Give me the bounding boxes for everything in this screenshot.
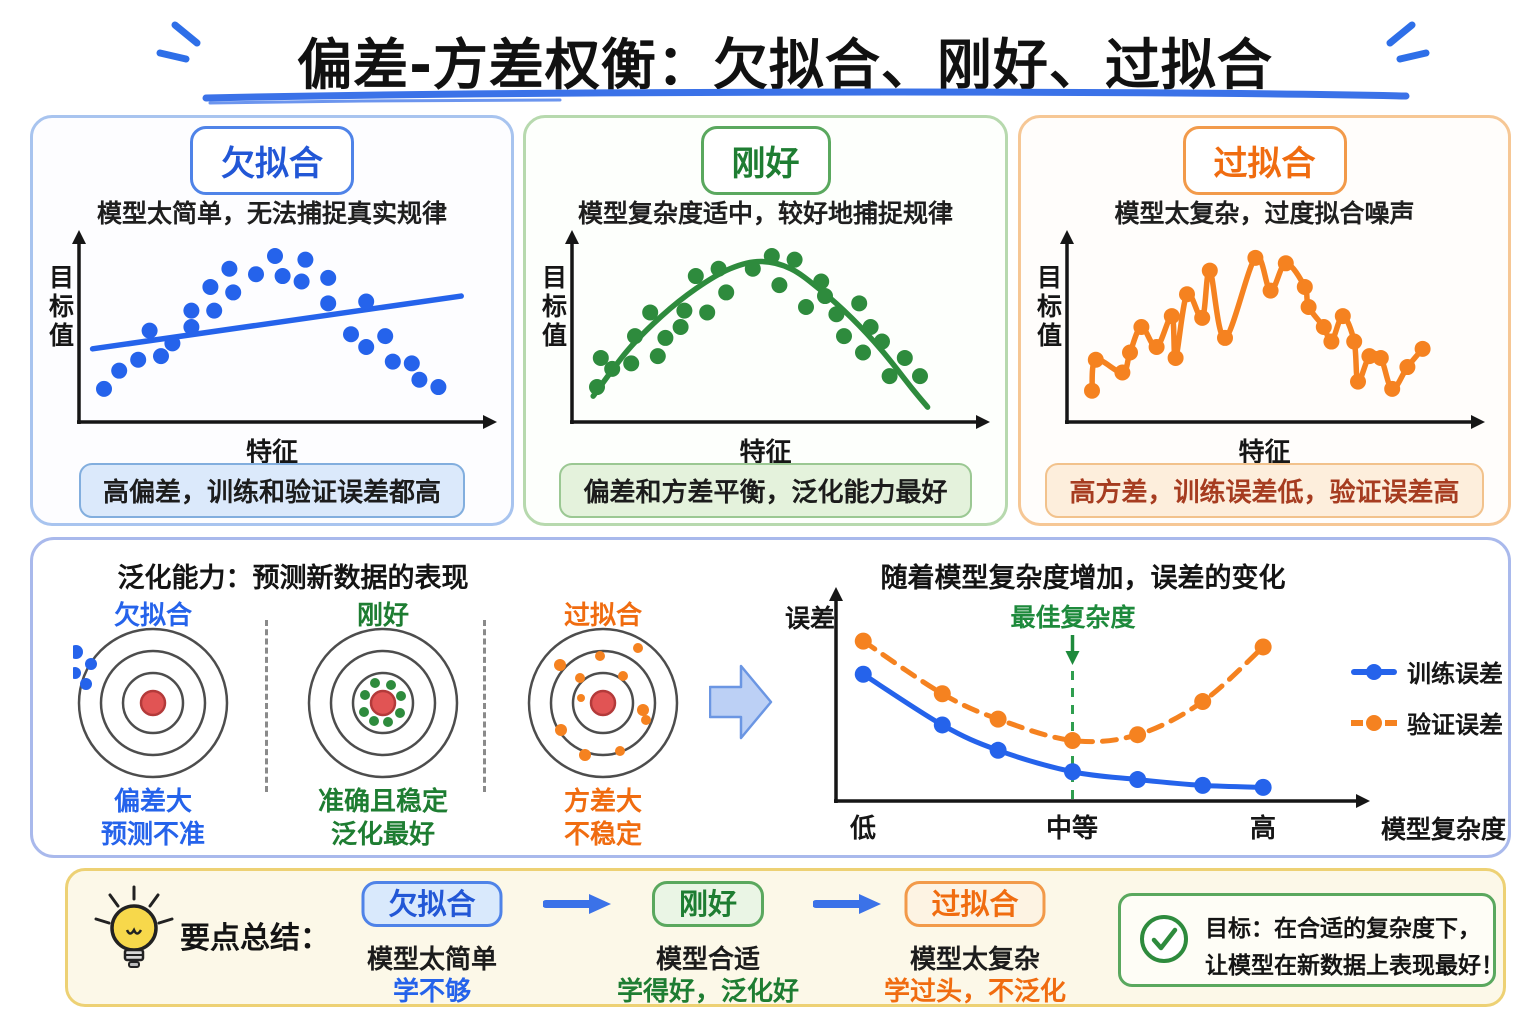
caption-box: 偏差和方差平衡，泛化能力最好 xyxy=(559,463,972,518)
summary-line1: 模型太复杂 xyxy=(909,945,1041,975)
target-diagram-justright xyxy=(307,627,459,779)
arrow-right-icon xyxy=(543,894,611,914)
summary-line2: 学过头，不泛化 xyxy=(883,977,1067,1007)
separator xyxy=(265,620,268,792)
error-y-axis-label: 误差 xyxy=(785,604,836,633)
title-decoration-left-icon xyxy=(156,21,201,63)
panel-underfit: 欠拟合 模型太简单，无法捕捉真实规律 目标值 特征 高偏差，训练和验证误差都高 xyxy=(30,115,514,526)
optimal-complexity-annotation: 最佳复杂度 xyxy=(1010,603,1136,632)
y-axis-label: 目标值 xyxy=(1037,263,1063,350)
title-decoration-right-icon xyxy=(1386,21,1430,63)
panel-justright: 刚好 模型复杂度适中，较好地捕捉规律 目标值 特征 偏差和方差平衡，泛化能力最好 xyxy=(523,115,1008,526)
summary-line2: 学得好，泛化好 xyxy=(616,977,800,1007)
generalization-title: 泛化能力：预测新数据的表现 xyxy=(117,563,469,594)
target-caption-overfit: 方差大 不稳定 xyxy=(563,787,642,850)
summary-pill: 刚好 xyxy=(651,881,765,927)
summary-panel: 要点总结： 欠拟合 模型太简单 学不够 刚好 模型合适 学得好，泛化好 过拟合 … xyxy=(65,868,1506,1007)
chart-legend: 训练误差 验证误差 xyxy=(1351,654,1503,756)
legend-label: 训练误差 xyxy=(1407,660,1503,688)
target-label-justright: 刚好 xyxy=(356,601,409,631)
generalization-panel: 泛化能力：预测新数据的表现 欠拟合 刚好 过拟合 偏差大 预测不准 准确且稳定 … xyxy=(30,537,1511,858)
legend-item-train: 训练误差 xyxy=(1351,654,1503,689)
panel-subtitle: 模型复杂度适中，较好地捕捉规律 xyxy=(577,199,953,228)
big-arrow-right-icon xyxy=(709,664,773,740)
error-line-chart xyxy=(829,587,1370,808)
lightbulb-icon xyxy=(94,885,174,968)
goal-line2: 让模型在新数据上表现最好！ xyxy=(1205,953,1504,979)
target-diagram-overfit xyxy=(527,627,679,779)
legend-item-validation: 验证误差 xyxy=(1351,705,1503,740)
legend-label: 验证误差 xyxy=(1407,711,1503,739)
summary-line1: 模型太简单 xyxy=(366,945,498,975)
tick-label-high: 高 xyxy=(1249,814,1277,844)
target-caption-underfit: 偏差大 预测不准 xyxy=(100,787,205,850)
y-axis-label: 目标值 xyxy=(542,263,568,350)
target-caption-justright: 准确且稳定 泛化最好 xyxy=(317,787,448,850)
summary-pill: 过拟合 xyxy=(904,881,1046,927)
panel-title-pill: 欠拟合 xyxy=(190,126,354,195)
check-icon xyxy=(1140,915,1188,963)
target-label-underfit: 欠拟合 xyxy=(113,601,192,631)
panel-title-pill: 过拟合 xyxy=(1182,126,1347,195)
target-label-overfit: 过拟合 xyxy=(563,601,642,631)
tick-label-low: 低 xyxy=(849,814,877,844)
summary-line1: 模型合适 xyxy=(655,945,761,975)
panel-title-pill: 刚好 xyxy=(700,126,831,195)
arrow-right-icon xyxy=(813,894,881,914)
separator xyxy=(483,620,486,792)
panel-subtitle: 模型太简单，无法捕捉真实规律 xyxy=(96,199,447,228)
y-axis-label: 目标值 xyxy=(49,263,75,350)
justright-scatter-chart xyxy=(565,230,990,429)
error-x-axis-label: 模型复杂度 xyxy=(1381,815,1507,844)
goal-box: 目标：在合适的复杂度下， 让模型在新数据上表现最好！ xyxy=(1118,893,1504,987)
summary-heading: 要点总结： xyxy=(180,921,330,956)
page-title: 偏差-方差权衡：欠拟合、刚好、过拟合 xyxy=(297,33,1273,97)
train-line-swatch-icon xyxy=(1351,663,1397,680)
goal-line1: 目标：在合适的复杂度下， xyxy=(1205,916,1481,942)
underfit-scatter-chart xyxy=(72,230,497,429)
complexity-chart-title: 随着模型复杂度增加，误差的变化 xyxy=(880,563,1286,594)
summary-pill: 欠拟合 xyxy=(361,881,503,927)
target-diagram-underfit xyxy=(73,627,229,779)
panel-subtitle: 模型太复杂，过度拟合噪声 xyxy=(1114,199,1415,228)
tick-label-medium: 中等 xyxy=(1045,814,1099,844)
caption-box: 高偏差，训练和验证误差都高 xyxy=(78,463,465,518)
panel-overfit: 过拟合 模型太复杂，过度拟合噪声 目标值 特征 高方差，训练误差低，验证误差高 xyxy=(1018,115,1511,526)
summary-line2: 学不够 xyxy=(392,977,472,1007)
overfit-scatter-chart xyxy=(1060,230,1485,429)
validation-line-swatch-icon xyxy=(1351,714,1397,731)
title-underline xyxy=(202,88,1410,105)
caption-box: 高方差，训练误差低，验证误差高 xyxy=(1045,463,1484,518)
